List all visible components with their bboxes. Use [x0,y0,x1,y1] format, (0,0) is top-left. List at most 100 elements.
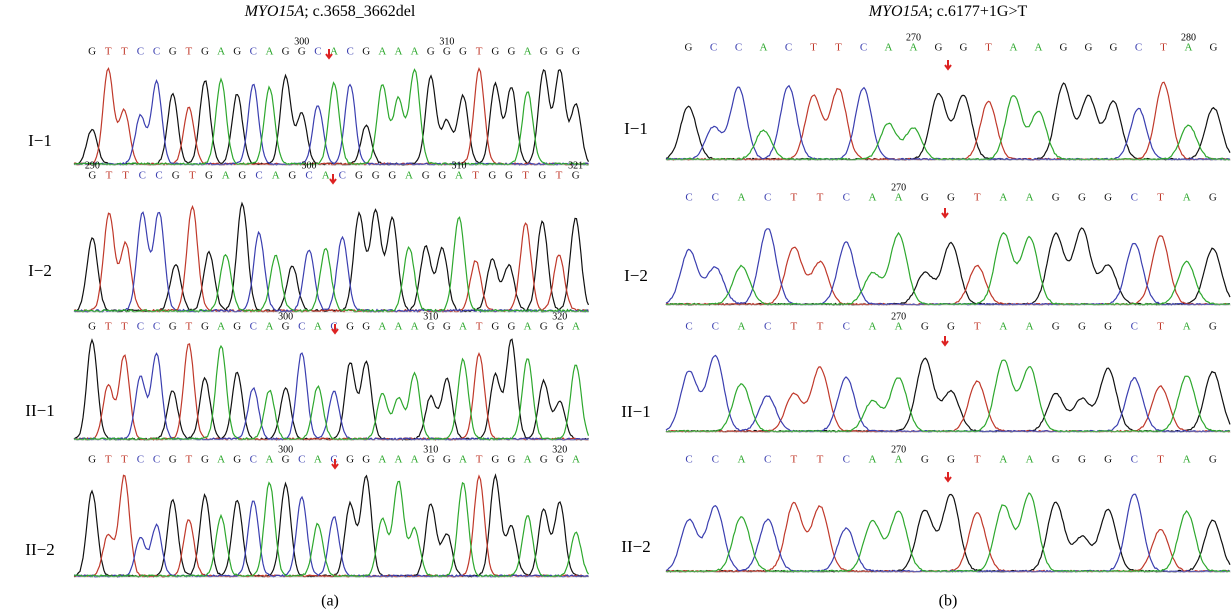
base-call: G [443,454,451,466]
trace [74,203,589,312]
base-call: C [1131,454,1138,466]
base-call: G [921,454,929,466]
trace [666,82,1230,160]
base-call: T [835,42,842,54]
base-call: G [491,321,499,333]
base-call: G [88,46,96,58]
base-call: C [843,454,850,466]
base-call: G [1104,192,1112,204]
base-call: G [1052,192,1060,204]
base-call: C [250,321,257,333]
base-call: C [137,46,144,58]
base-call: T [1157,454,1164,466]
base-call: C [860,42,867,54]
base-call: C [843,192,850,204]
base-call: C [712,321,719,333]
base-call: C [153,454,160,466]
base-call: T [106,170,113,182]
base-call: T [974,454,981,466]
base-call: G [1104,321,1112,333]
trace [666,83,1230,160]
base-call: T [185,321,192,333]
trace [666,96,1230,160]
base-call: T [817,192,824,204]
base-call: C [137,454,144,466]
trace [74,339,589,440]
base-call: G [1078,454,1086,466]
base-call: G [1210,42,1218,54]
base-call: G [540,46,548,58]
base-call: C [298,321,305,333]
base-call: A [322,170,330,182]
trace [666,358,1230,432]
base-call: G [1060,42,1068,54]
base-call: A [405,170,413,182]
position-number: 310 [439,36,454,47]
base-call: C [1131,192,1138,204]
trace [666,494,1230,572]
sample-label: I−2 [28,261,52,280]
base-call: C [305,170,312,182]
base-call: C [250,454,257,466]
base-call: G [88,170,96,182]
base-call: T [810,42,817,54]
base-call: C [764,454,771,466]
mutation-arrow [330,174,336,183]
base-call: T [974,192,981,204]
base-call: T [1157,192,1164,204]
base-call: A [910,42,918,54]
base-call: G [921,321,929,333]
sample-label: I−1 [28,131,52,150]
base-call: C [785,42,792,54]
base-call: A [266,46,274,58]
base-call: C [735,42,742,54]
base-call: G [1078,321,1086,333]
trace [74,497,589,577]
base-call: G [362,46,370,58]
base-call: G [282,454,290,466]
base-call: T [476,454,483,466]
base-call: T [817,454,824,466]
base-call: G [556,321,564,333]
base-call: A [885,42,893,54]
base-call: A [1183,192,1191,204]
figure: MYO15A; c.3658_3662del MYO15A; c.6177+1G… [0,0,1232,614]
base-call: A [1026,192,1034,204]
base-call: G [88,321,96,333]
base-call: C [346,46,353,58]
base-call: G [427,321,435,333]
base-call: T [121,321,128,333]
base-call: G [507,46,515,58]
sample-label: I−2 [624,266,648,285]
position-number: 270 [891,182,906,193]
base-call: A [524,454,532,466]
trace [74,68,589,165]
base-call: C [250,46,257,58]
base-call: A [217,454,225,466]
base-call: A [895,192,903,204]
base-call: C [685,192,692,204]
trace [74,70,589,165]
base-call: A [895,454,903,466]
base-call: A [524,46,532,58]
mutation-arrow [942,208,948,217]
base-call: A [395,454,403,466]
base-call: T [974,321,981,333]
variant: ; c.6177+1G>T [928,3,1027,20]
trace [666,367,1230,432]
base-call: A [395,321,403,333]
panel-title: MYO15A; c.3658_3662del [244,3,416,20]
base-call: T [1157,321,1164,333]
base-call: A [1183,454,1191,466]
position-number: 270 [906,32,921,43]
base-call: C [137,321,144,333]
base-call: T [790,192,797,204]
base-call: A [217,46,225,58]
base-call: G [88,454,96,466]
base-call: C [843,321,850,333]
position-number: 290 [85,160,100,171]
position-number: 300 [294,36,309,47]
base-call: A [459,454,467,466]
position-number: 270 [891,444,906,455]
base-call: C [764,321,771,333]
